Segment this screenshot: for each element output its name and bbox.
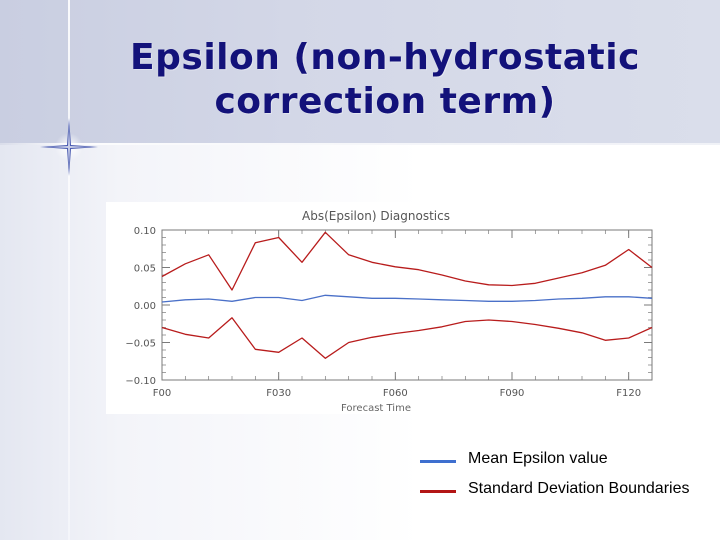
legend-label-std: Standard Deviation Boundaries — [468, 480, 690, 497]
y-tick-label: −0.05 — [125, 339, 156, 350]
series-line-standard-deviation-upper — [161, 231, 653, 291]
x-tick-label: F060 — [383, 388, 408, 399]
legend-label-mean: Mean Epsilon value — [468, 450, 608, 467]
slide-title: Epsilon (non-hydrostatic correction term… — [80, 36, 690, 124]
y-tick-label: −0.10 — [125, 376, 156, 387]
chart-panel: 0.10 0.05 0.00 −0.05 −0.10 F00 F030 F060 F090 F12… — [106, 202, 656, 414]
decorative-vertical-line — [68, 0, 70, 540]
slide-title-line-1: Epsilon (non-hydrostatic — [130, 37, 640, 78]
x-tick-label: F090 — [500, 388, 525, 399]
legend-swatch-std — [420, 490, 456, 493]
chart-series — [161, 231, 653, 359]
plot-border — [161, 229, 653, 381]
title-band — [0, 0, 720, 145]
x-tick-label: F030 — [266, 388, 291, 399]
chart-legend: Mean Epsilon value Standard Deviation Bo… — [420, 448, 720, 508]
legend-item-std: Standard Deviation Boundaries — [420, 478, 720, 508]
y-tick-label: 0.00 — [134, 301, 156, 312]
y-tick-label: 0.05 — [134, 264, 156, 275]
legend-item-mean: Mean Epsilon value — [420, 448, 720, 478]
x-tick-label: F120 — [616, 388, 641, 399]
chart-title: Abs(Epsilon) Diagnostics — [302, 209, 450, 223]
x-tick-label: F00 — [153, 388, 171, 399]
chart-frame — [161, 229, 653, 381]
chart-x-axis-label: Forecast Time — [341, 403, 411, 414]
sparkle-star-icon — [40, 118, 98, 176]
decorative-horizontal-line — [0, 143, 720, 145]
legend-swatch-mean — [420, 460, 456, 463]
series-line-standard-deviation-lower — [161, 317, 653, 359]
series-line-mean-epsilon-value — [161, 294, 653, 303]
slide-title-line-2: correction term) — [214, 81, 556, 122]
y-tick-label: 0.10 — [134, 226, 156, 237]
